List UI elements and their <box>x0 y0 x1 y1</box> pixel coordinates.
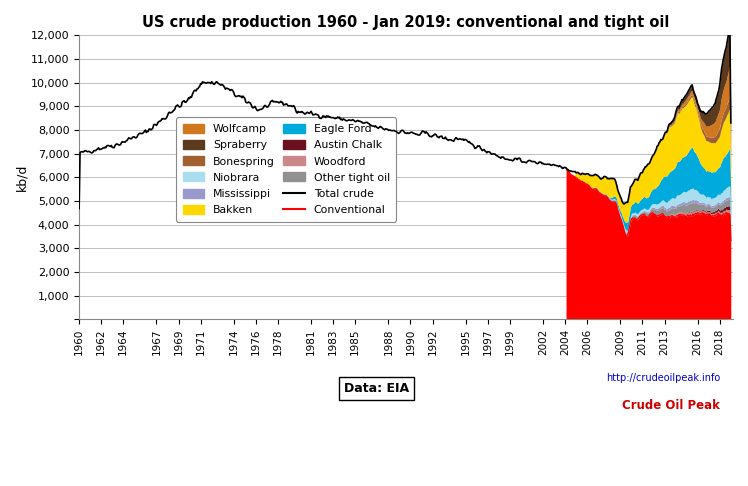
Text: Crude Oil Peak: Crude Oil Peak <box>622 399 720 412</box>
Text: http://crudeoilpeak.info: http://crudeoilpeak.info <box>606 373 720 383</box>
Title: US crude production 1960 - Jan 2019: conventional and tight oil: US crude production 1960 - Jan 2019: con… <box>142 15 669 30</box>
Y-axis label: kb/d: kb/d <box>15 164 28 191</box>
Text: Data: EIA: Data: EIA <box>344 382 409 395</box>
Legend: Wolfcamp, Spraberry, Bonespring, Niobrara, Mississippi, Bakken, Eagle Ford, Aust: Wolfcamp, Spraberry, Bonespring, Niobrar… <box>176 118 396 222</box>
